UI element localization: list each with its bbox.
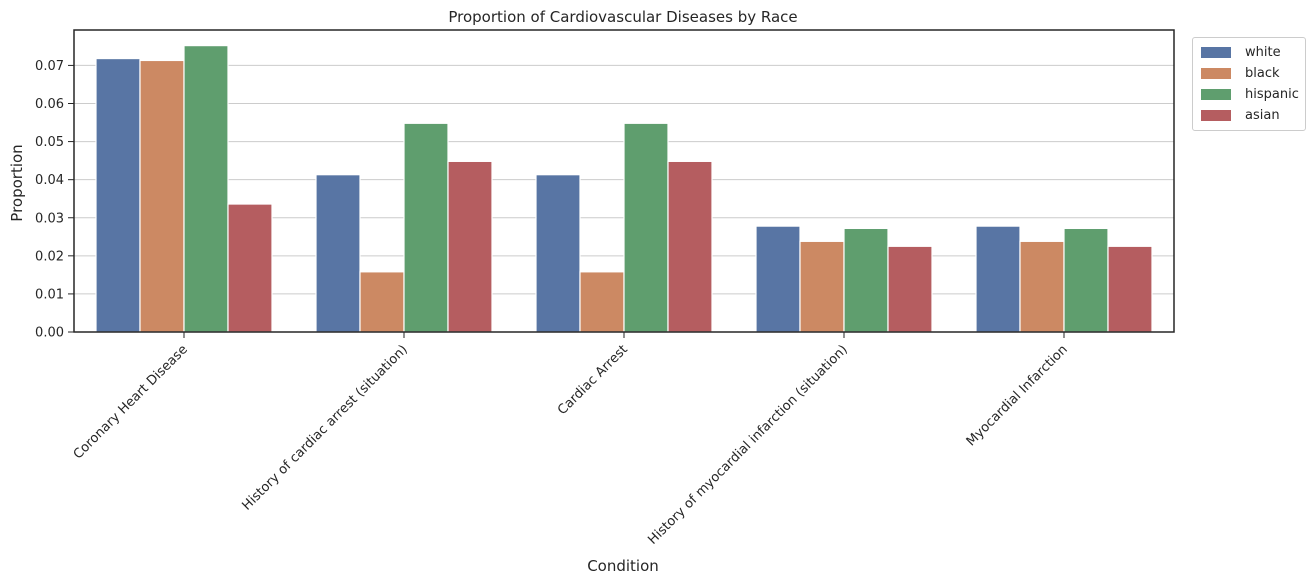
bar-black xyxy=(139,59,185,333)
plot-frame xyxy=(73,29,1175,333)
legend-swatch xyxy=(1201,46,1231,58)
bar-white xyxy=(535,174,581,333)
y-tick-label: 0.00 xyxy=(35,326,64,341)
bar-hispanic xyxy=(843,227,889,333)
legend-label: white xyxy=(1245,44,1281,60)
bar-black xyxy=(799,240,845,333)
bar-hispanic xyxy=(1063,227,1109,333)
x-tick-label: History of cardiac arrest (situation) xyxy=(240,342,411,513)
legend-swatch xyxy=(1201,109,1231,121)
y-tick-label: 0.03 xyxy=(35,211,64,226)
bars xyxy=(95,45,1153,333)
x-axis-ticks: Coronary Heart Disease History of cardiac… xyxy=(71,332,1071,548)
chart-title: Proportion of Cardiovascular Diseases by… xyxy=(448,8,797,26)
y-axis-label: Proportion xyxy=(8,144,26,221)
bar-hispanic xyxy=(403,122,449,333)
bar-asian xyxy=(667,160,713,333)
legend-label: asian xyxy=(1245,107,1280,123)
y-axis-ticks: 0.00 0.01 0.02 0.03 0.04 0.05 0.06 0.07 xyxy=(35,59,74,341)
y-tick-label: 0.02 xyxy=(35,249,64,264)
bar-asian xyxy=(887,245,933,333)
legend-swatch xyxy=(1201,67,1231,79)
y-tick-label: 0.01 xyxy=(35,287,64,302)
legend-item-hispanic: hispanic xyxy=(1201,85,1299,103)
x-tick-label: Cardiac Arrest xyxy=(555,342,631,418)
bar-white xyxy=(95,57,141,333)
bar-asian xyxy=(447,160,493,333)
legend-item-black: black xyxy=(1201,64,1280,82)
bar-hispanic xyxy=(623,122,669,333)
bar-asian xyxy=(1107,245,1153,333)
bar-black xyxy=(359,271,405,333)
x-axis-label: Condition xyxy=(587,557,659,575)
bar-white xyxy=(755,225,801,333)
bar-asian xyxy=(227,203,273,333)
legend: white black hispanic asian xyxy=(1192,37,1306,131)
y-tick-label: 0.04 xyxy=(35,173,64,188)
y-tick-label: 0.07 xyxy=(35,59,64,74)
legend-item-white: white xyxy=(1201,43,1281,61)
bar-hispanic xyxy=(183,45,229,333)
legend-label: hispanic xyxy=(1245,86,1299,102)
legend-item-asian: asian xyxy=(1201,106,1280,124)
x-tick-label: History of myocardial infarction (situat… xyxy=(645,342,850,547)
x-tick-label: Myocardial Infarction xyxy=(964,342,1071,449)
bar-white xyxy=(315,174,361,333)
bar-black xyxy=(579,271,625,333)
legend-label: black xyxy=(1245,65,1280,81)
legend-swatch xyxy=(1201,88,1231,100)
bar-black xyxy=(1019,240,1065,333)
x-tick-label: Coronary Heart Disease xyxy=(71,342,191,462)
bar-white xyxy=(975,225,1021,333)
y-tick-label: 0.06 xyxy=(35,97,64,112)
y-tick-label: 0.05 xyxy=(35,135,64,150)
